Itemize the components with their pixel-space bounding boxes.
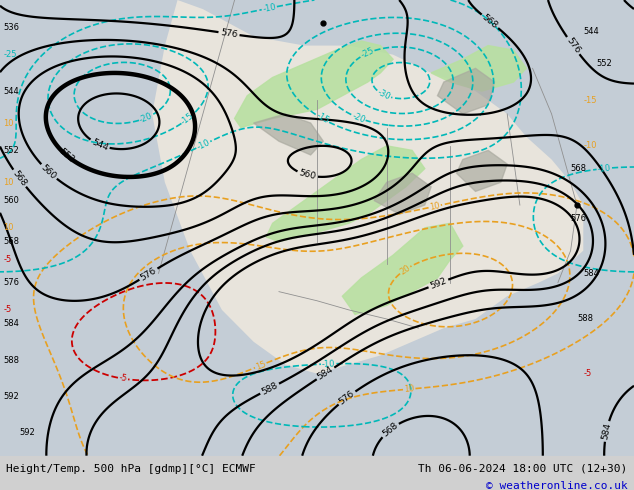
Polygon shape <box>437 69 495 114</box>
Text: -10: -10 <box>583 141 597 150</box>
Text: -15: -15 <box>314 111 330 126</box>
Polygon shape <box>152 0 583 374</box>
Polygon shape <box>374 173 431 214</box>
Text: 568: 568 <box>571 164 586 173</box>
Text: 576: 576 <box>571 214 586 223</box>
Text: 576: 576 <box>139 266 158 283</box>
Text: 588: 588 <box>260 381 280 396</box>
Text: © weatheronline.co.uk: © weatheronline.co.uk <box>486 481 628 490</box>
Text: -25: -25 <box>359 47 375 60</box>
Polygon shape <box>431 46 526 91</box>
Text: 560: 560 <box>3 196 19 205</box>
Polygon shape <box>266 146 425 242</box>
Text: 592: 592 <box>429 276 448 291</box>
Text: -15: -15 <box>179 111 196 126</box>
Text: 552: 552 <box>3 146 19 155</box>
Text: 552: 552 <box>57 147 76 165</box>
Text: 10: 10 <box>3 223 14 232</box>
Polygon shape <box>456 150 507 192</box>
Text: 536: 536 <box>3 23 19 32</box>
Text: 592: 592 <box>3 392 19 401</box>
Text: 584: 584 <box>3 319 19 328</box>
Text: 568: 568 <box>11 169 29 188</box>
Text: 15: 15 <box>254 359 268 371</box>
Text: -20: -20 <box>138 111 154 124</box>
Text: 560: 560 <box>39 163 58 181</box>
Text: 568: 568 <box>481 12 500 30</box>
Text: -15: -15 <box>583 96 597 105</box>
Text: 584: 584 <box>316 365 335 382</box>
Text: -10: -10 <box>195 138 211 152</box>
Polygon shape <box>235 41 393 127</box>
Text: 576: 576 <box>3 278 19 287</box>
Text: 20: 20 <box>398 263 412 276</box>
Text: 10: 10 <box>3 178 14 187</box>
Text: -10: -10 <box>597 163 611 173</box>
Text: 576: 576 <box>564 36 582 55</box>
Text: 10: 10 <box>404 384 415 394</box>
Text: Height/Temp. 500 hPa [gdmp][°C] ECMWF: Height/Temp. 500 hPa [gdmp][°C] ECMWF <box>6 464 256 474</box>
Text: 544: 544 <box>583 27 599 36</box>
Text: -25: -25 <box>3 50 16 59</box>
Text: -5: -5 <box>583 369 592 378</box>
Text: 560: 560 <box>298 169 317 182</box>
Text: 568: 568 <box>3 237 19 246</box>
Text: 568: 568 <box>380 421 399 439</box>
Text: 576: 576 <box>220 28 238 39</box>
Text: 588: 588 <box>3 356 19 365</box>
Text: -10: -10 <box>322 359 335 368</box>
Text: -5: -5 <box>118 373 128 384</box>
Text: 10: 10 <box>429 201 441 212</box>
Text: 10: 10 <box>3 119 14 127</box>
Polygon shape <box>342 223 463 315</box>
Polygon shape <box>254 114 323 155</box>
Text: 552: 552 <box>596 59 612 68</box>
Text: 544: 544 <box>3 87 19 96</box>
Text: 584: 584 <box>583 269 599 278</box>
Text: -5: -5 <box>3 305 11 315</box>
Text: 584: 584 <box>600 422 612 441</box>
Text: 544: 544 <box>90 137 109 152</box>
Text: 588: 588 <box>577 315 593 323</box>
Text: -5: -5 <box>3 255 11 264</box>
Text: 592: 592 <box>19 428 35 438</box>
Text: -20: -20 <box>351 111 366 124</box>
Text: Th 06-06-2024 18:00 UTC (12+30): Th 06-06-2024 18:00 UTC (12+30) <box>418 464 628 474</box>
Text: -30: -30 <box>376 88 392 102</box>
Text: -10: -10 <box>262 2 277 14</box>
Text: 576: 576 <box>337 389 356 407</box>
